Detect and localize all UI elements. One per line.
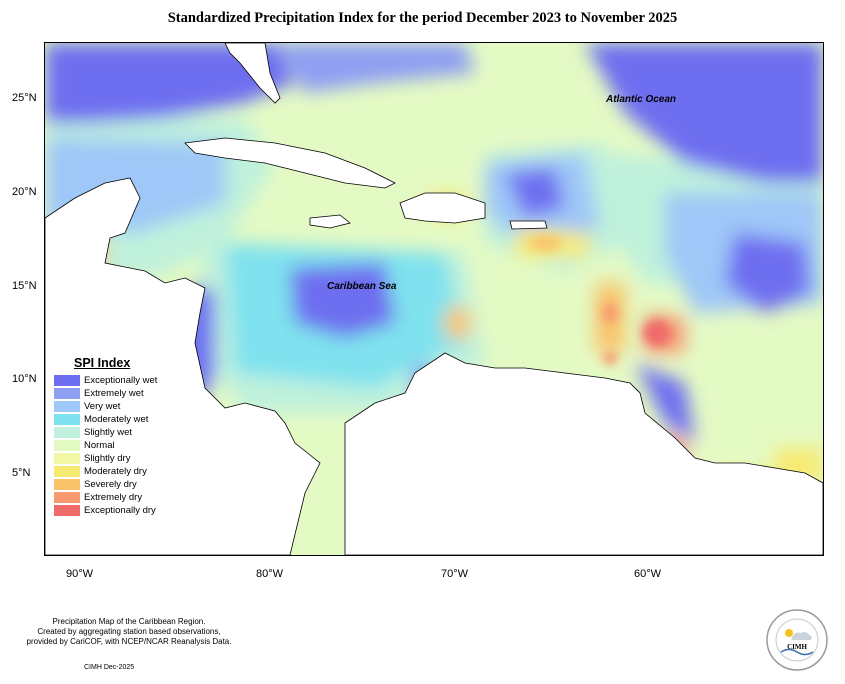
note-line-2: Created by aggregating station based obs… bbox=[37, 627, 221, 636]
puerto-rico bbox=[509, 220, 548, 230]
legend-label: Extremely dry bbox=[84, 492, 143, 503]
lon-label-80: 80°W bbox=[256, 568, 284, 580]
legend-label: Extremely wet bbox=[84, 388, 144, 399]
legend-label: Exceptionally wet bbox=[84, 375, 158, 386]
note-line-1: Precipitation Map of the Caribbean Regio… bbox=[52, 617, 206, 626]
spi-map-canvas bbox=[45, 43, 823, 555]
legend-label: Moderately dry bbox=[84, 466, 147, 477]
legend-swatch bbox=[54, 427, 80, 438]
spi-map bbox=[44, 42, 824, 556]
legend-label: Normal bbox=[84, 440, 115, 451]
legend-label: Slightly dry bbox=[84, 453, 131, 464]
south-america bbox=[344, 352, 823, 555]
legend-item: Extremely wet bbox=[54, 387, 157, 400]
caribbean-sea-label: Caribbean Sea bbox=[327, 281, 397, 292]
credit-text: CIMH Dec-2025 bbox=[84, 664, 135, 671]
legend-item: Very wet bbox=[54, 400, 157, 413]
legend-label: Severely dry bbox=[84, 479, 137, 490]
legend-label: Moderately wet bbox=[84, 414, 149, 425]
jamaica bbox=[309, 214, 351, 229]
logo-text: CIMH bbox=[787, 643, 807, 651]
legend-item: Severely dry bbox=[54, 478, 157, 491]
spi-legend: SPI Index Exceptionally wet Extremely we… bbox=[54, 356, 157, 517]
central-america bbox=[45, 177, 321, 555]
lat-label-10: 10°N bbox=[12, 373, 37, 385]
legend-swatch bbox=[54, 466, 80, 477]
legend-swatch bbox=[54, 505, 80, 516]
legend-item: Exceptionally wet bbox=[54, 374, 157, 387]
lat-label-20: 20°N bbox=[12, 186, 37, 198]
legend-item: Exceptionally dry bbox=[54, 504, 157, 517]
legend-swatch bbox=[54, 401, 80, 412]
spi-field bbox=[45, 43, 823, 543]
lon-label-90: 90°W bbox=[66, 568, 94, 580]
legend-item: Normal bbox=[54, 439, 157, 452]
florida bbox=[224, 43, 281, 104]
legend-label: Slightly wet bbox=[84, 427, 133, 438]
lat-label-5: 5°N bbox=[12, 467, 31, 479]
cimh-logo: CIMH bbox=[766, 609, 828, 671]
atlantic-ocean-label: Atlantic Ocean bbox=[606, 94, 677, 105]
landmass bbox=[45, 43, 823, 555]
legend-item: Slightly dry bbox=[54, 452, 157, 465]
hispaniola bbox=[399, 192, 486, 224]
legend-swatch bbox=[54, 453, 80, 464]
map-notes: Precipitation Map of the Caribbean Regio… bbox=[18, 617, 240, 647]
legend-label: Very wet bbox=[84, 401, 121, 412]
legend-item: Extremely dry bbox=[54, 491, 157, 504]
legend-item: Slightly wet bbox=[54, 426, 157, 439]
lat-label-25: 25°N bbox=[12, 92, 37, 104]
lon-label-60: 60°W bbox=[634, 568, 662, 580]
cuba bbox=[184, 137, 396, 189]
note-line-3: provided by CariCOF, with NCEP/NCAR Rean… bbox=[26, 637, 232, 646]
legend-swatch bbox=[54, 440, 80, 451]
map-title: Standardized Precipitation Index for the… bbox=[167, 10, 678, 26]
legend-swatch bbox=[54, 479, 80, 490]
lon-label-70: 70°W bbox=[441, 568, 469, 580]
legend-label: Exceptionally dry bbox=[84, 505, 156, 516]
legend-swatch bbox=[54, 375, 80, 386]
lat-label-15: 15°N bbox=[12, 280, 37, 292]
legend-swatch bbox=[54, 492, 80, 503]
legend-swatch bbox=[54, 414, 80, 425]
legend-swatch bbox=[54, 388, 80, 399]
legend-item: Moderately wet bbox=[54, 413, 157, 426]
legend-title: SPI Index bbox=[74, 356, 131, 370]
legend-item: Moderately dry bbox=[54, 465, 157, 478]
